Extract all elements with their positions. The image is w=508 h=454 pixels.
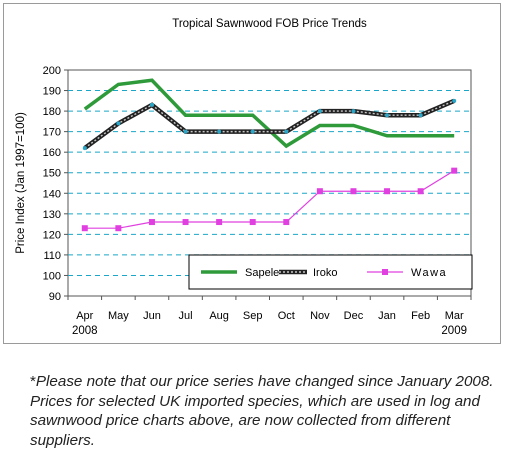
series-point-wawa (451, 167, 458, 174)
y-tick-label: 200 (43, 65, 61, 77)
y-tick-label: 140 (43, 188, 61, 200)
y-tick-label: 150 (43, 168, 61, 180)
footnote-text: Please note that our price series have c… (30, 373, 494, 449)
series-point-wawa (115, 225, 122, 232)
x-tick-label: Oct (278, 310, 295, 322)
series-line-iroko (83, 98, 456, 150)
series-point-iroko (149, 102, 154, 107)
y-tick-label: 160 (43, 147, 61, 159)
series-point-iroko (284, 129, 289, 134)
series-point-wawa (384, 188, 391, 195)
price-trend-chart: Tropical Sawnwood FOB Price Trends 90 100 1… (15, 18, 473, 337)
legend-label-sapele: Sapele (245, 267, 279, 279)
series-point-wawa (148, 219, 155, 226)
x-tick-label: Sep (243, 310, 263, 322)
y-tick-label: 90 (49, 291, 61, 303)
series-point-iroko (418, 113, 423, 118)
series-point-wawa (417, 188, 424, 195)
series-line-iroko-dots (84, 100, 455, 149)
y-tick-label: 180 (43, 106, 61, 118)
x-tick-label: Jan (378, 310, 396, 322)
series-point-iroko (385, 113, 390, 118)
series-point-wawa (350, 188, 357, 195)
y-tick-label: 130 (43, 209, 61, 221)
series-point-iroko (116, 121, 121, 126)
series-point-iroko (82, 146, 87, 151)
x-tick-label: Apr (76, 310, 93, 322)
series-point-iroko (452, 98, 457, 103)
series-line-wawa (84, 170, 455, 229)
series-point-iroko (351, 109, 356, 114)
x-tick-label: Aug (209, 310, 229, 322)
y-tick-label: 110 (43, 250, 61, 262)
x-tick-label: Mar (445, 310, 464, 322)
series-point-iroko (183, 129, 188, 134)
x-tick-label: May (108, 310, 129, 322)
chart-frame: Tropical Sawnwood FOB Price Trends 90 100 1… (3, 3, 501, 344)
legend-marker-wawa (382, 269, 388, 275)
y-tick-label: 100 (43, 270, 61, 282)
series-point-wawa (283, 219, 290, 226)
x-tick-label: Feb (411, 310, 430, 322)
x-tick-label: Dec (344, 310, 364, 322)
y-axis-label: Price Index (Jan 1997=100) (15, 112, 27, 254)
y-tick-label: 120 (43, 229, 61, 241)
x-tick-label: Jul (179, 310, 193, 322)
y-tick-label: 190 (43, 86, 61, 98)
year-label: 2008 (72, 325, 98, 337)
chart-title: Tropical Sawnwood FOB Price Trends (172, 18, 367, 30)
x-tick-label: Nov (310, 310, 330, 322)
footnote-star: * (30, 373, 36, 390)
series-point-iroko (250, 129, 255, 134)
x-tick-label: Jun (143, 310, 161, 322)
series-point-wawa (216, 219, 223, 226)
series-point-iroko (317, 109, 322, 114)
footnote: *Please note that our price series have … (30, 372, 506, 450)
series-point-iroko (217, 129, 222, 134)
y-tick-label: 170 (43, 127, 61, 139)
series-point-wawa (182, 219, 189, 226)
legend-label-iroko: Iroko (313, 267, 337, 279)
series-point-wawa (81, 225, 88, 232)
legend-label-wawa: Wawa (411, 267, 447, 279)
series-point-wawa (316, 188, 323, 195)
series-point-wawa (249, 219, 256, 226)
year-label: 2009 (441, 325, 467, 337)
